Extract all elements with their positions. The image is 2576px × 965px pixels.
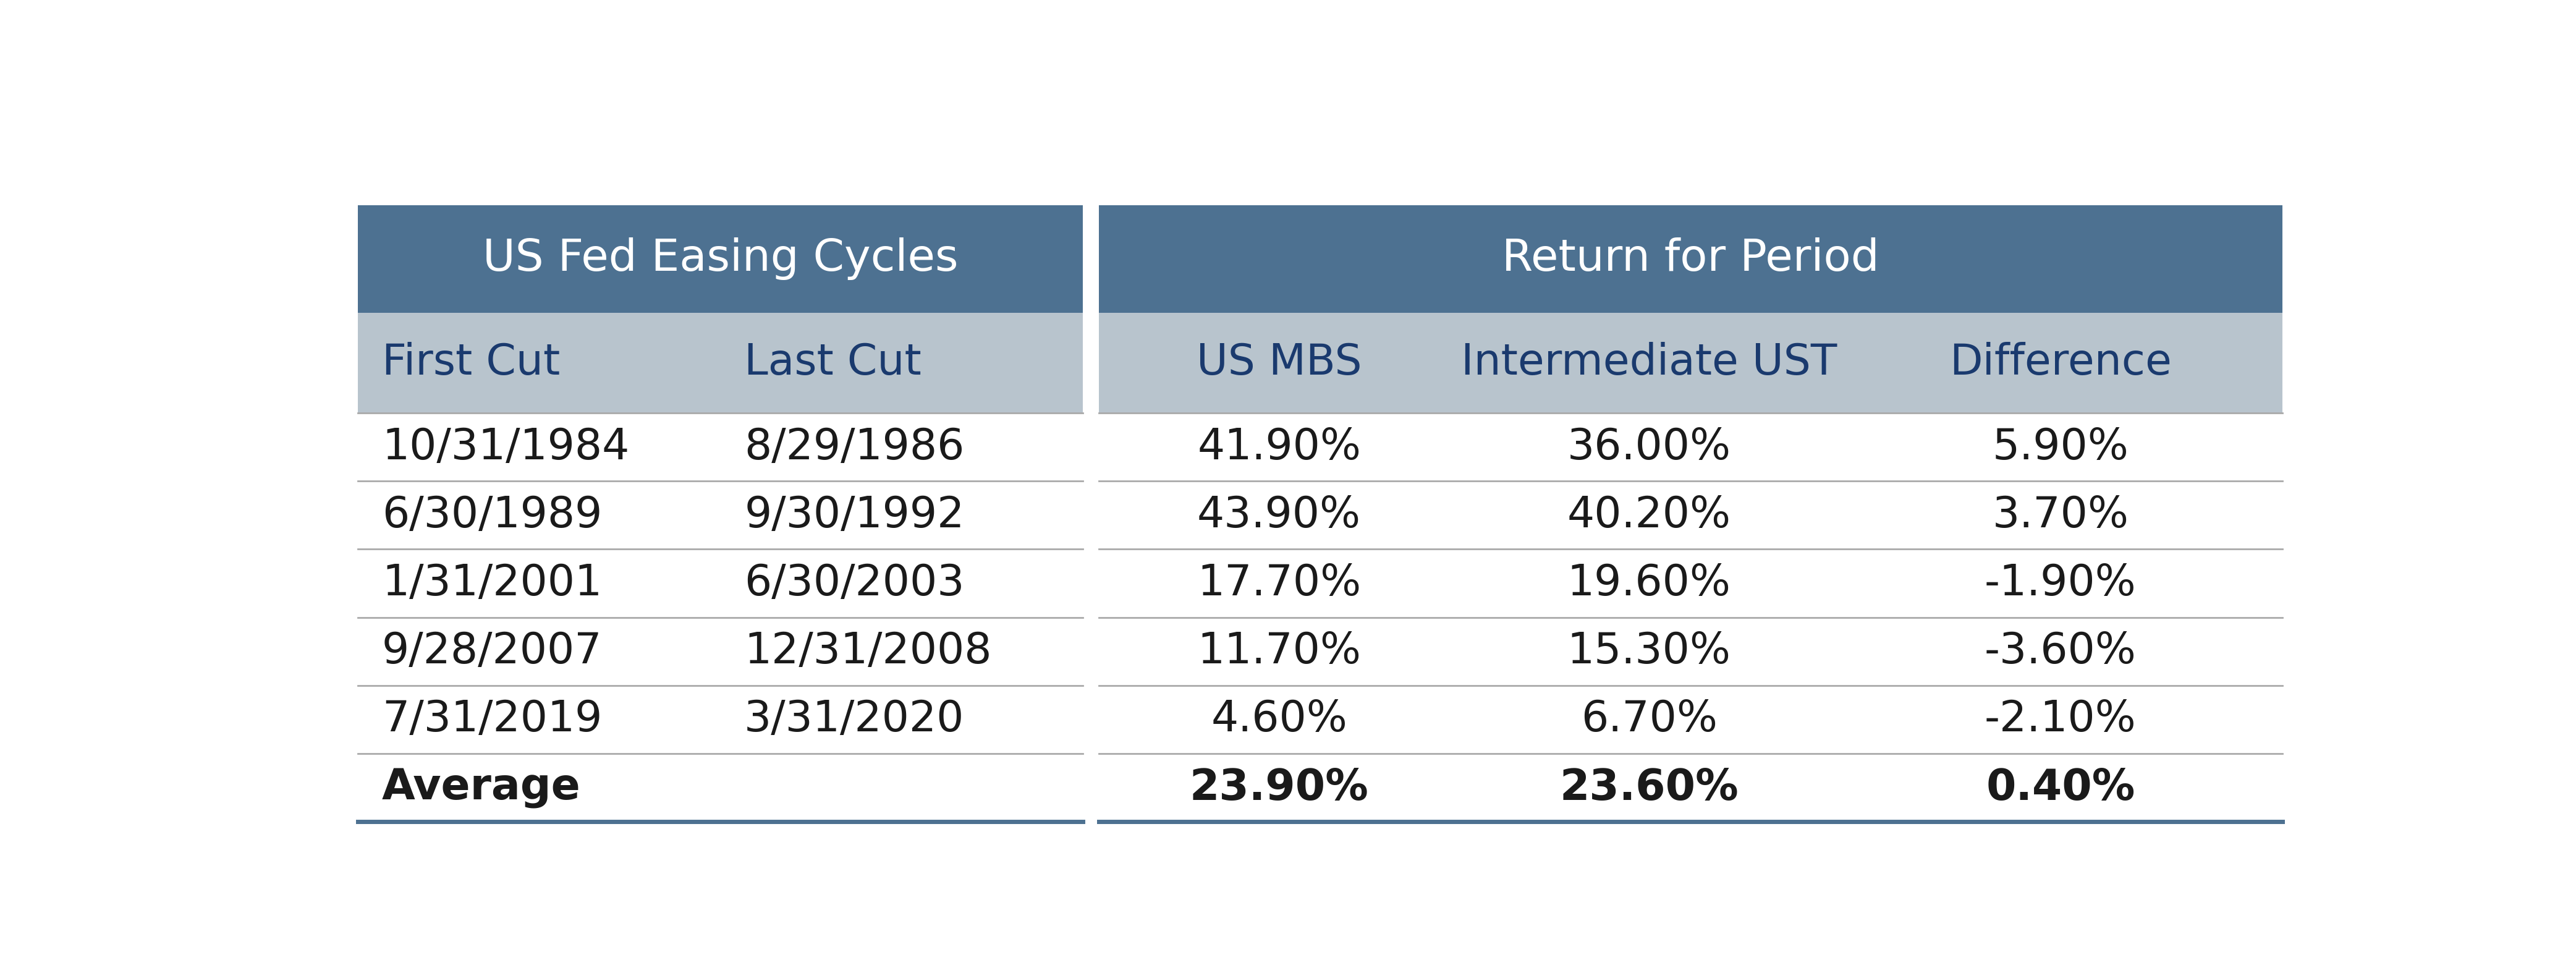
Text: Average: Average [381,767,580,809]
Text: US Fed Easing Cycles: US Fed Easing Cycles [482,237,958,280]
Text: 23.90%: 23.90% [1190,767,1368,809]
Text: 3/31/2020: 3/31/2020 [744,699,963,740]
Text: 40.20%: 40.20% [1566,494,1731,536]
Text: 15.30%: 15.30% [1566,631,1731,673]
Text: Last Cut: Last Cut [744,343,922,383]
Text: 1/31/2001: 1/31/2001 [381,563,603,604]
Text: Difference: Difference [1950,343,2172,383]
Text: 11.70%: 11.70% [1198,631,1360,673]
Text: 0.40%: 0.40% [1986,767,2136,809]
Text: 23.60%: 23.60% [1558,767,1739,809]
Text: -2.10%: -2.10% [1984,699,2136,740]
Bar [358,205,1082,313]
Text: 19.60%: 19.60% [1566,563,1731,604]
Text: 6.70%: 6.70% [1582,699,1718,740]
Text: 9/30/1992: 9/30/1992 [744,494,963,536]
Text: 4.60%: 4.60% [1211,699,1347,740]
Bar [1097,313,2282,413]
Text: Return for Period: Return for Period [1502,237,1880,280]
Text: First Cut: First Cut [381,343,559,383]
Text: -1.90%: -1.90% [1984,563,2136,604]
Text: 6/30/2003: 6/30/2003 [744,563,963,604]
Text: 9/28/2007: 9/28/2007 [381,631,603,673]
Text: 10/31/1984: 10/31/1984 [381,427,629,468]
Bar [358,313,1082,413]
Text: 17.70%: 17.70% [1198,563,1360,604]
Text: 41.90%: 41.90% [1198,427,1360,468]
Text: US MBS: US MBS [1195,343,1363,383]
Text: 12/31/2008: 12/31/2008 [744,631,992,673]
Text: 5.90%: 5.90% [1991,427,2128,468]
Text: Intermediate UST: Intermediate UST [1461,343,1837,383]
Text: 8/29/1986: 8/29/1986 [744,427,963,468]
Text: -3.60%: -3.60% [1984,631,2136,673]
Text: 43.90%: 43.90% [1198,494,1360,536]
Text: 7/31/2019: 7/31/2019 [381,699,603,740]
Text: 6/30/1989: 6/30/1989 [381,494,603,536]
Text: 36.00%: 36.00% [1566,427,1731,468]
Bar [1097,205,2282,313]
Text: 3.70%: 3.70% [1991,494,2128,536]
